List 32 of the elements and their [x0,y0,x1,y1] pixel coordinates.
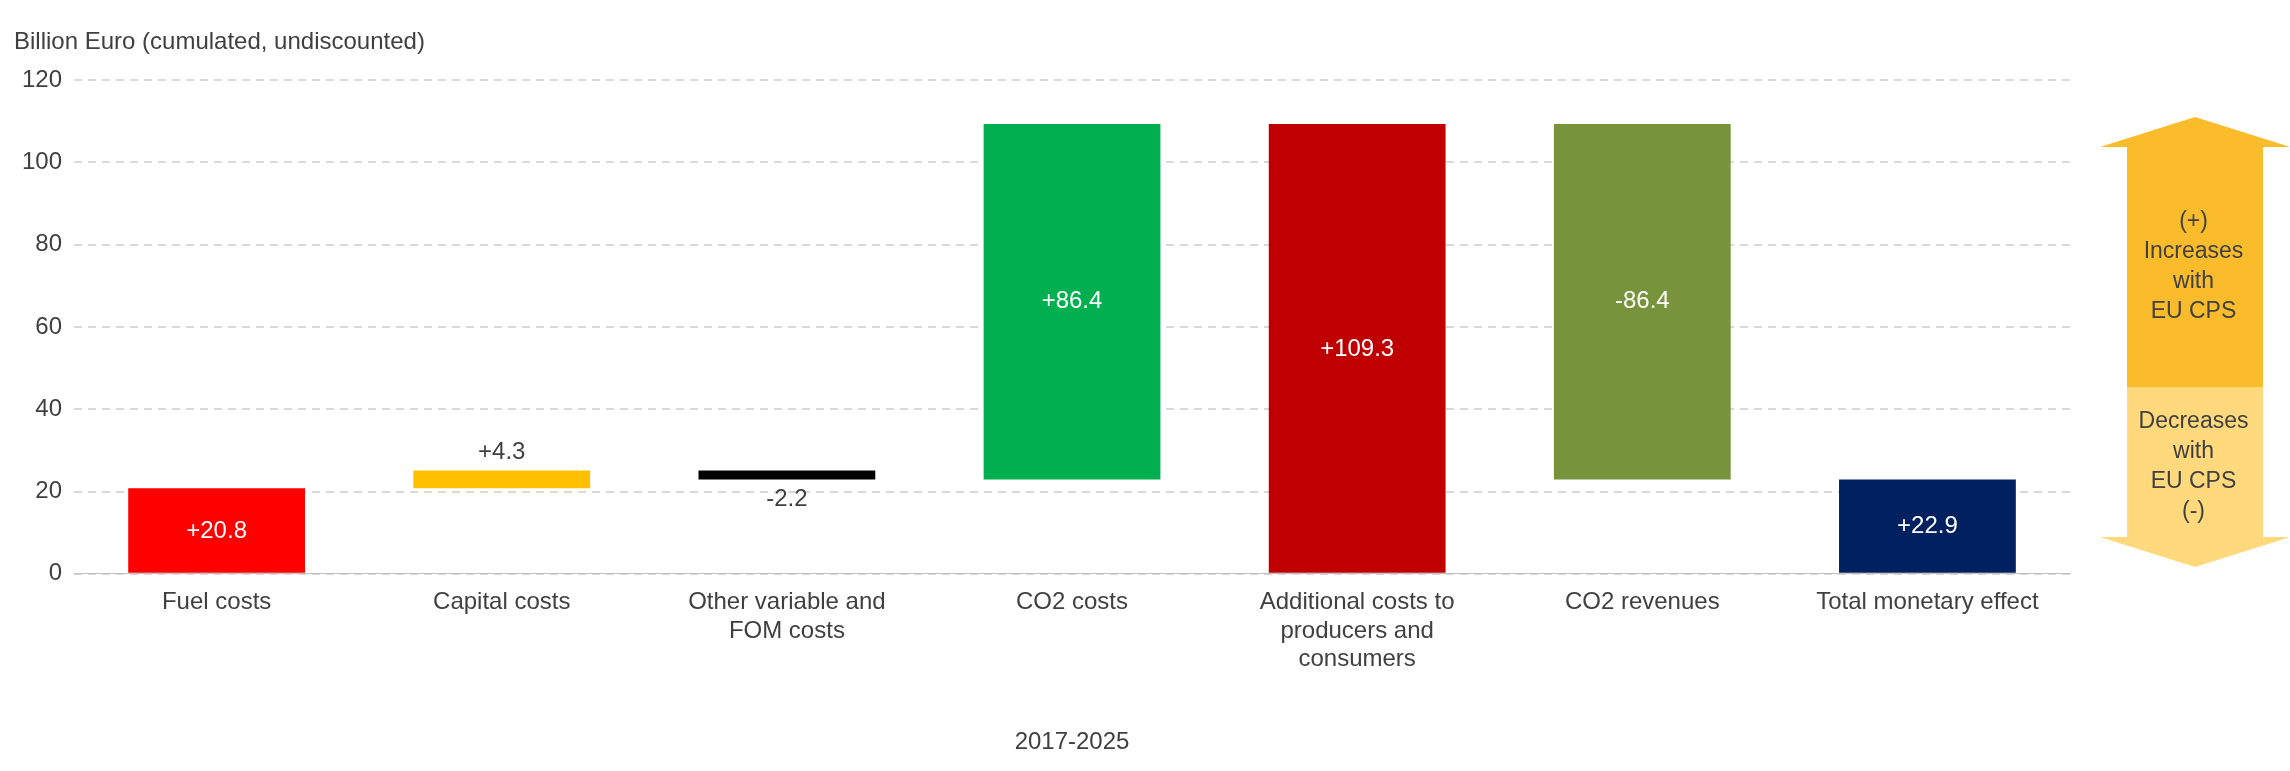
bar [1553,124,1731,480]
data-label: +20.8 [186,515,247,543]
data-label: +22.9 [1897,511,1958,539]
bar [698,470,876,480]
y-tick-label: 0 [48,558,63,586]
text: (+) Increases with EU CPS [2142,206,2245,325]
y-tick-label: 40 [35,393,63,421]
data-label: -86.4 [1614,286,1670,314]
x-tick-label: Other variable and FOM costs [688,586,886,643]
x-tick-label: Capital costs [433,586,571,614]
x-axis-title: 2017-2025 [1014,727,1130,755]
bar [128,488,305,573]
x-tick-label: CO2 costs [1016,586,1129,614]
y-tick-label: 20 [35,476,63,504]
x-tick-label: Total monetary effect [1816,586,2039,614]
y-tick-label: 80 [35,229,63,257]
x-tick-label: Additional costs to producers and consumers [1259,586,1455,672]
y-axis-title: Billion Euro (cumulated, undiscounted) [14,26,425,54]
bar [983,124,1161,480]
x-tick-label: Fuel costs [161,586,272,614]
bar [1268,124,1446,573]
y-tick-label: 120 [22,64,63,92]
data-label: +109.3 [1320,333,1395,361]
bar [413,470,591,489]
y-tick-label: 60 [35,311,63,339]
text: Decreases with EU CPS (-) [2137,406,2250,525]
data-label: -2.2 [766,484,808,512]
x-tick-label: CO2 revenues [1564,586,1720,614]
y-tick-label: 100 [22,146,63,174]
bar [1839,479,2016,573]
data-label: +86.4 [1041,286,1103,314]
data-label: +4.3 [478,437,526,465]
